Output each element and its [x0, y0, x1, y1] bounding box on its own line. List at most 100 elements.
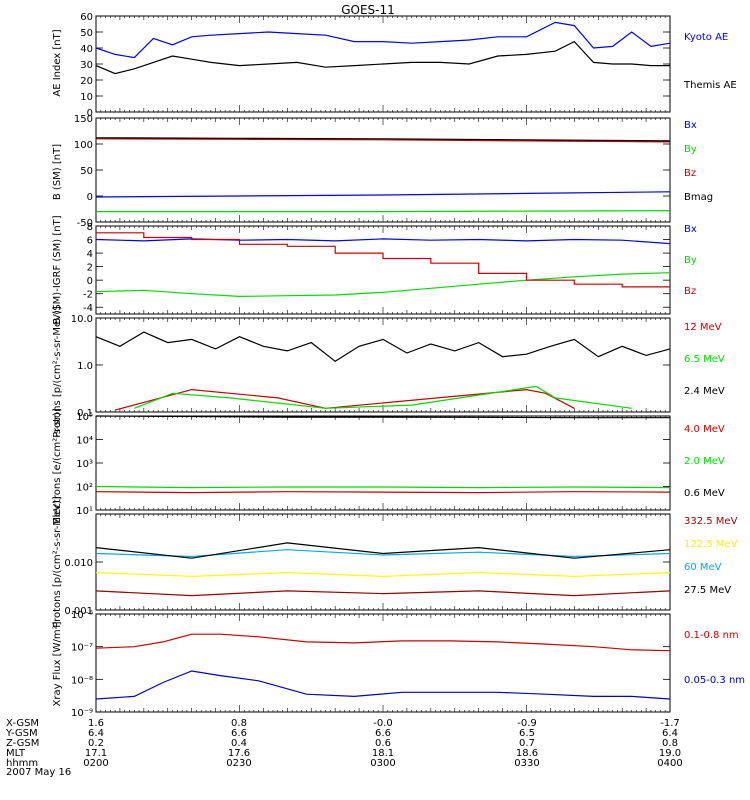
ephemeris-value: 0.4: [231, 738, 247, 749]
y-tick-label: 40: [80, 44, 93, 55]
ephemeris-value: 0.8: [662, 738, 678, 749]
ephemeris-row-label: X-GSM: [6, 718, 39, 729]
y-tick-label: 150: [74, 114, 93, 125]
ephemeris-row-label: MLT: [6, 748, 26, 759]
panel-frame: [95, 613, 671, 713]
y-tick-label: 60: [80, 12, 93, 23]
y-tick-label: 50: [80, 166, 93, 177]
series-line-60-mev: [95, 549, 671, 558]
legend-entry: Kyoto AE: [684, 32, 728, 43]
y-tick-label: 10³: [76, 459, 93, 470]
ephemeris-value: 0230: [226, 758, 251, 769]
y-tick-label: 20: [80, 76, 93, 87]
ephemeris-row-label: hhmm: [6, 758, 38, 769]
y-axis-label: Electrons [e/(cm²-s-sr)]: [52, 408, 63, 524]
series-line-27-5-mev: [95, 542, 671, 559]
y-axis-label: AE Index [nT]: [52, 29, 63, 96]
ephemeris-value: 17.6: [228, 748, 250, 759]
y-tick-label: 0.001: [64, 606, 93, 617]
legend-entry: 60 MeV: [684, 562, 722, 573]
y-tick-label: 100: [74, 140, 93, 151]
y-tick-label: 10⁻⁹: [71, 708, 93, 719]
ephemeris-value: 6.6: [375, 728, 391, 739]
legend-entry: 6.5 MeV: [684, 354, 725, 365]
ephemeris-value: 6.4: [88, 728, 104, 739]
ephemeris-value: 18.6: [516, 748, 538, 759]
panel-3: 0.1 1.0 10.0 Protons [p/(cm²-s-sr-MeV)] 12 M…: [52, 306, 725, 438]
y-tick-label: 10¹: [76, 506, 93, 517]
ephemeris-value: 0300: [370, 758, 395, 769]
series-line-2-0-mev: [95, 485, 671, 489]
y-tick-label: 0.010: [64, 558, 93, 569]
y-tick-label: -4: [83, 303, 93, 314]
legend-entry: 12 MeV: [684, 322, 722, 333]
legend-entry: 4.0 MeV: [684, 424, 725, 435]
panel-1: -50 0 50 100 150 B (SM) [nT] Bx By Bz Bmag: [52, 114, 713, 229]
y-tick-label: -50: [77, 218, 93, 229]
ephemeris-value: 19.0: [659, 748, 681, 759]
ephemeris-value: 6.6: [231, 728, 247, 739]
y-tick-label: 30: [80, 60, 93, 71]
panel-4: 10¹ 10² 10³ 10⁴ 10⁵ Electrons [e/(cm²-s-sr)] 4…: [52, 408, 725, 524]
figure-title: GOES-11: [341, 3, 395, 17]
y-tick-label: 8: [87, 222, 93, 233]
series-line-bz: [95, 138, 671, 143]
ephemeris-value: 6.5: [519, 728, 535, 739]
ephemeris-value: 0200: [83, 758, 108, 769]
series-line-0-6-mev: [95, 415, 670, 419]
y-tick-label: 10⁻⁷: [71, 643, 93, 654]
series-line-kyoto-ae: [95, 21, 671, 59]
y-axis-label: Xray Flux [W/m²]: [52, 621, 63, 706]
series-line-122-5-mev: [95, 571, 671, 578]
y-axis-label: B (SM)-IGRF (SM) [nT]: [52, 215, 63, 324]
y-tick-label: 2: [87, 263, 93, 274]
y-axis-label: Protons [p/(cm²-s-sr-MeV)]: [52, 496, 63, 628]
ephemeris-value: 0.8: [231, 718, 247, 729]
legend-entry: Bmag: [684, 192, 713, 203]
panel-frame: [95, 117, 671, 223]
y-tick-label: 10.0: [71, 314, 93, 325]
y-tick-label: 10⁵: [76, 412, 93, 423]
y-tick-label: 1.0: [77, 361, 93, 372]
ephemeris-value: 17.1: [85, 748, 107, 759]
ephemeris-table: X-GSMY-GSMZ-GSMMLThhmm1.66.40.217.102000…: [5, 718, 683, 769]
legend-entry: Bx: [684, 224, 697, 235]
y-tick-label: 6: [87, 236, 93, 247]
panel-frame: [95, 415, 671, 511]
legend-entry: 0.1-0.8 nm: [684, 630, 739, 641]
panel-2: -4 -2 0 2 4 6 8 B (SM)-IGRF (SM) [nT] Bx By Bz: [52, 215, 697, 324]
ephemeris-value: 0.7: [519, 738, 535, 749]
y-axis-label: Protons [p/(cm²-s-sr-MeV)]: [52, 306, 63, 438]
ephemeris-value: 0.6: [375, 738, 391, 749]
series-line-0-1-0-8-nm: [95, 633, 671, 652]
panel-6: 10⁻⁹ 10⁻⁸ 10⁻⁷ 10⁻⁶ Xray Flux [W/m²] 0.1-0.8 …: [52, 610, 745, 719]
y-axis-label: B (SM) [nT]: [52, 144, 63, 200]
y-tick-label: 10⁻⁶: [71, 610, 93, 621]
y-tick-label: 4: [87, 249, 93, 260]
date-label: 2007 May 16: [6, 767, 71, 778]
y-tick-label: 0: [87, 108, 93, 119]
y-tick-label: 0: [87, 192, 93, 203]
y-tick-label: 10²: [76, 483, 93, 494]
legend-entry: Bz: [684, 286, 696, 297]
legend-entry: 27.5 MeV: [684, 585, 731, 596]
series-line-bx: [95, 191, 671, 198]
y-tick-label: 10: [80, 92, 93, 103]
ephemeris-value: 18.1: [372, 748, 394, 759]
legend-entry: 2.4 MeV: [684, 386, 725, 397]
y-tick-label: -2: [83, 290, 93, 301]
ephemeris-value: -0.0: [373, 718, 393, 729]
series-line-themis-ae: [95, 40, 670, 75]
ephemeris-value: 1.6: [88, 718, 104, 729]
legend-entry: By: [684, 255, 697, 266]
y-tick-label: 10⁻⁸: [71, 675, 93, 686]
y-tick-label: 0.1: [77, 408, 93, 419]
series-line-by: [96, 210, 671, 213]
y-tick-label: 50: [80, 28, 93, 39]
y-tick-label: 10⁴: [76, 436, 93, 447]
legend-entry: Themis AE: [683, 80, 737, 91]
ephemeris-value: 0.2: [88, 738, 104, 749]
ephemeris-value: -1.7: [660, 718, 680, 729]
